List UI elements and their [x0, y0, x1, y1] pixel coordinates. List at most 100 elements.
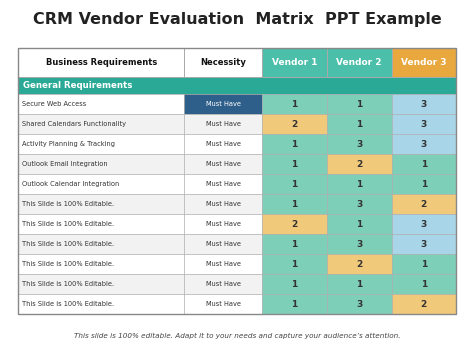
Text: Vendor 1: Vendor 1 [272, 58, 317, 67]
Text: This Slide is 100% Editable.: This Slide is 100% Editable. [22, 281, 114, 287]
Bar [262, 114, 327, 135]
Bar [392, 48, 456, 77]
Text: 2: 2 [291, 120, 298, 129]
Text: 3: 3 [420, 100, 427, 109]
Text: Activity Planning & Tracking: Activity Planning & Tracking [22, 141, 115, 147]
Text: This Slide is 100% Editable.: This Slide is 100% Editable. [22, 301, 114, 307]
Bar [18, 294, 184, 314]
Bar [327, 154, 392, 174]
Text: CRM Vendor Evaluation  Matrix  PPT Example: CRM Vendor Evaluation Matrix PPT Example [33, 12, 441, 27]
Text: 3: 3 [356, 240, 362, 249]
Bar [327, 254, 392, 274]
Bar [184, 254, 262, 274]
Text: This Slide is 100% Editable.: This Slide is 100% Editable. [22, 261, 114, 267]
Text: Outlook Calendar Integration: Outlook Calendar Integration [22, 181, 119, 187]
Text: 1: 1 [291, 140, 298, 149]
Text: 3: 3 [420, 220, 427, 229]
Bar [392, 114, 456, 135]
Text: Must Have: Must Have [206, 221, 241, 227]
Text: Vendor 2: Vendor 2 [337, 58, 382, 67]
Bar [392, 94, 456, 114]
Bar [262, 48, 327, 77]
Text: This Slide is 100% Editable.: This Slide is 100% Editable. [22, 241, 114, 247]
Bar [18, 214, 184, 234]
Text: Secure Web Access: Secure Web Access [22, 102, 86, 108]
Text: 1: 1 [420, 180, 427, 189]
Text: Vendor 3: Vendor 3 [401, 58, 447, 67]
Text: 1: 1 [356, 220, 362, 229]
Bar [262, 194, 327, 214]
Text: Must Have: Must Have [206, 162, 241, 167]
Bar [327, 114, 392, 135]
Bar [262, 234, 327, 254]
Bar [18, 135, 184, 154]
Bar [18, 114, 184, 135]
Text: This slide is 100% editable. Adapt it to your needs and capture your audience’s : This slide is 100% editable. Adapt it to… [74, 332, 400, 339]
Text: Necessity: Necessity [201, 58, 246, 67]
Bar [184, 48, 262, 77]
Bar [184, 174, 262, 194]
Text: 1: 1 [291, 260, 298, 269]
Text: Must Have: Must Have [206, 301, 241, 307]
Text: Must Have: Must Have [206, 281, 241, 287]
Text: 1: 1 [356, 100, 362, 109]
Bar [327, 214, 392, 234]
Bar [327, 48, 392, 77]
Bar [262, 94, 327, 114]
Text: 2: 2 [356, 260, 362, 269]
Text: 1: 1 [291, 240, 298, 249]
Text: 1: 1 [291, 160, 298, 169]
Text: 1: 1 [291, 100, 298, 109]
Bar [18, 48, 184, 77]
Text: 1: 1 [291, 300, 298, 309]
Text: 3: 3 [356, 200, 362, 209]
Text: 1: 1 [291, 200, 298, 209]
Bar [18, 274, 184, 294]
Text: 1: 1 [356, 280, 362, 289]
Bar [184, 135, 262, 154]
Bar [327, 234, 392, 254]
Bar [18, 194, 184, 214]
Bar [18, 94, 184, 114]
Bar [262, 154, 327, 174]
Bar [392, 294, 456, 314]
Bar [392, 214, 456, 234]
Bar [327, 194, 392, 214]
Bar [392, 174, 456, 194]
Text: Must Have: Must Have [206, 102, 241, 108]
Text: 1: 1 [356, 120, 362, 129]
Bar [184, 94, 262, 114]
Bar [18, 254, 184, 274]
Text: Outlook Email Integration: Outlook Email Integration [22, 162, 108, 167]
Bar [262, 254, 327, 274]
Bar [327, 274, 392, 294]
Text: 2: 2 [420, 300, 427, 309]
Text: General Requirements: General Requirements [23, 81, 132, 91]
Bar [262, 174, 327, 194]
Text: 1: 1 [291, 180, 298, 189]
Bar [262, 135, 327, 154]
Text: 3: 3 [356, 140, 362, 149]
Bar [184, 114, 262, 135]
Bar [327, 294, 392, 314]
Bar [18, 77, 456, 94]
Bar [262, 214, 327, 234]
Bar [392, 194, 456, 214]
Bar [184, 234, 262, 254]
Bar [327, 174, 392, 194]
Bar [184, 194, 262, 214]
Text: 1: 1 [420, 260, 427, 269]
Bar [392, 234, 456, 254]
Bar [392, 254, 456, 274]
Text: 1: 1 [291, 280, 298, 289]
Text: 1: 1 [420, 280, 427, 289]
Text: 3: 3 [420, 240, 427, 249]
Bar [262, 294, 327, 314]
Bar [18, 174, 184, 194]
Text: Shared Calendars Functionality: Shared Calendars Functionality [22, 121, 126, 127]
Text: Must Have: Must Have [206, 141, 241, 147]
Bar [184, 214, 262, 234]
Text: 2: 2 [420, 200, 427, 209]
Text: Must Have: Must Have [206, 201, 241, 207]
Text: This Slide is 100% Editable.: This Slide is 100% Editable. [22, 221, 114, 227]
